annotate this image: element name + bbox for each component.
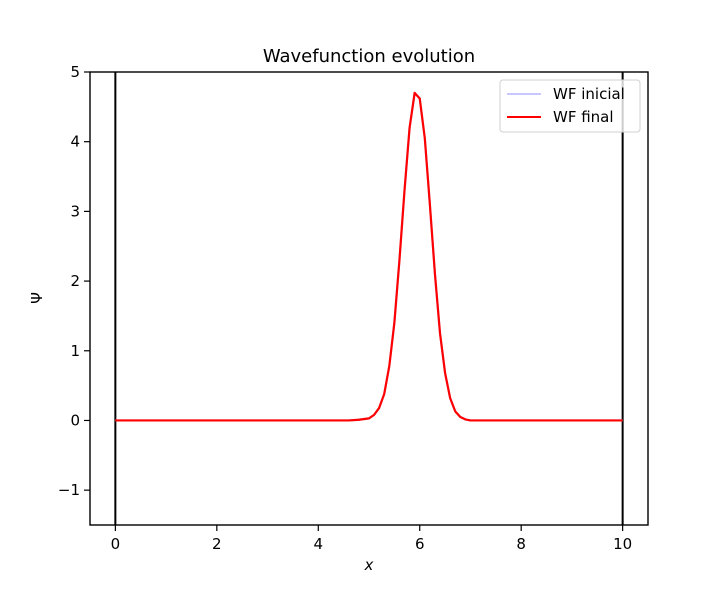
x-tick-label: 0: [111, 535, 121, 553]
legend-label-wf-inicial: WF inicial: [553, 85, 625, 103]
y-tick-label: 4: [70, 133, 80, 151]
legend: WF inicial WF final: [499, 79, 641, 133]
x-tick-label: 10: [613, 535, 632, 553]
axes-frame: [89, 71, 649, 526]
y-tick-label: 3: [70, 202, 80, 220]
y-axis-label: Ψ: [28, 292, 46, 304]
x-tick-label: 6: [415, 535, 425, 553]
chart-title: Wavefunction evolution: [263, 46, 475, 67]
y-tick-label: 2: [70, 272, 80, 290]
y-tick-label: −1: [58, 481, 80, 499]
y-tick-label: 0: [70, 411, 80, 429]
y-tick-label: 5: [70, 63, 80, 81]
x-tick-label: 2: [212, 535, 222, 553]
plot-area: [90, 72, 648, 525]
x-tick-label: 4: [313, 535, 323, 553]
y-tick-label: 1: [70, 342, 80, 360]
legend-label-wf-final: WF final: [553, 108, 614, 126]
x-axis-ticks: 0 2 4 6 8 10: [111, 525, 632, 553]
series-layer: [115, 91, 623, 422]
series-line-wf-final: [115, 91, 623, 422]
x-tick-label: 8: [516, 535, 526, 553]
y-axis-ticks: −1 0 1 2 3 4 5: [58, 63, 90, 499]
x-axis-label: x: [364, 556, 374, 574]
boundary-lines: [114, 72, 624, 525]
